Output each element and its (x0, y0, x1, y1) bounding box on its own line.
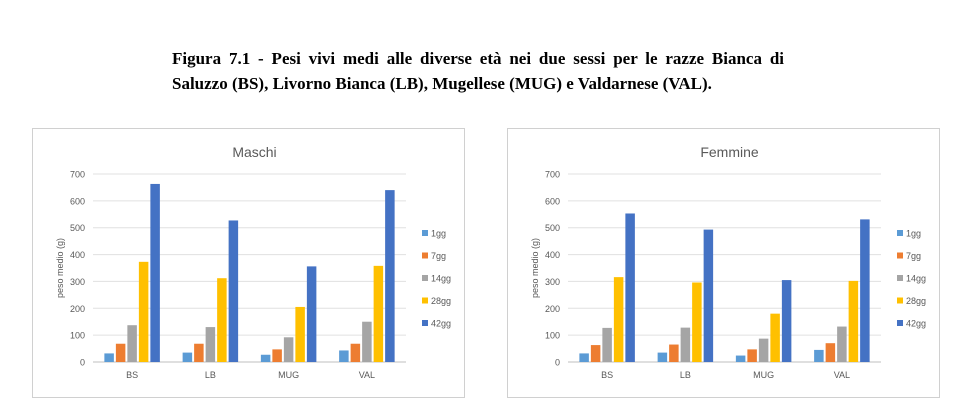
chart-femmine-bar-42gg-mug (781, 280, 792, 362)
chart-femmine-x-tick-label: LB (680, 370, 691, 380)
chart-maschi-y-tick-label: 200 (70, 304, 85, 314)
chart-femmine-bar-7gg-mug (747, 349, 757, 362)
chart-maschi-y-tick-label: 400 (70, 250, 85, 260)
chart-maschi-legend-label: 42gg (431, 319, 451, 329)
chart-femmine-legend-swatch (897, 275, 903, 281)
chart-femmine-legend-label: 28gg (906, 296, 926, 306)
chart-femmine-y-tick-label: 200 (545, 304, 560, 314)
chart-femmine-bar-1gg-bs (579, 353, 589, 362)
chart-maschi-bar-42gg-val (385, 190, 395, 362)
chart-femmine: Femmine 0 100 200 300 400 500 600 700 peso medio … (507, 128, 940, 398)
chart-maschi-bar-1gg-bs (104, 353, 114, 362)
chart-maschi-bar-14gg-val (362, 321, 372, 362)
chart-maschi-bar-42gg-bs (150, 183, 160, 362)
chart-maschi-bar-14gg-mug (283, 337, 294, 362)
chart-maschi-y-axis-label: peso medio (g) (55, 238, 65, 298)
chart-maschi-bar-1gg-val (339, 350, 349, 362)
chart-maschi-legend-swatch (422, 230, 428, 236)
chart-femmine-legend-label: 1gg (906, 229, 921, 239)
chart-maschi-bar-14gg-lb (205, 327, 216, 362)
chart-femmine-bar-14gg-mug (758, 338, 769, 362)
chart-femmine-y-tick-label: 0 (555, 358, 560, 368)
chart-femmine-bar-7gg-lb (669, 344, 679, 362)
chart-femmine-bar-14gg-bs (602, 327, 612, 362)
chart-maschi-legend-swatch (422, 320, 428, 326)
chart-maschi-bar-14gg-bs (127, 325, 137, 362)
chart-femmine-y-tick-label: 500 (545, 223, 560, 233)
chart-maschi-svg: Maschi 0 100 200 300 400 500 600 700 peso medio (… (55, 144, 451, 380)
chart-maschi-bar-7gg-lb (194, 343, 204, 362)
chart-femmine-legend-label: 7gg (906, 251, 921, 261)
chart-femmine-bar-1gg-mug (735, 355, 746, 362)
chart-maschi-y-tick-label: 300 (70, 277, 85, 287)
chart-femmine-legend-swatch (897, 297, 903, 304)
chart-femmine-x-tick-label: BS (601, 370, 613, 380)
chart-femmine-y-tick-label: 100 (545, 331, 560, 341)
chart-femmine-bar-28gg-bs (613, 277, 624, 362)
chart-femmine-bar-28gg-mug (770, 313, 780, 362)
chart-maschi-x-tick-label: VAL (359, 370, 375, 380)
chart-femmine-bar-7gg-val (825, 343, 836, 362)
chart-femmine-legend-swatch (897, 230, 903, 236)
chart-maschi-title: Maschi (232, 144, 276, 160)
chart-femmine-bar-28gg-val (848, 280, 859, 362)
chart-maschi-y-tick-label: 0 (80, 358, 85, 368)
chart-femmine-y-tick-label: 300 (545, 277, 560, 287)
chart-femmine-legend-swatch (897, 252, 903, 259)
chart-femmine-bar-42gg-bs (625, 213, 635, 362)
chart-maschi-bar-28gg-bs (138, 261, 149, 362)
chart-maschi: Maschi 0 100 200 300 400 500 600 700 peso medio (… (32, 128, 465, 398)
chart-femmine-svg: Femmine 0 100 200 300 400 500 600 700 peso medio … (530, 144, 926, 380)
chart-maschi-legend-label: 7gg (431, 251, 446, 261)
chart-femmine-x-tick-label: VAL (834, 370, 850, 380)
chart-maschi-y-tick-label: 100 (70, 331, 85, 341)
chart-femmine-bar-42gg-lb (703, 229, 714, 362)
chart-femmine-legend-label: 42gg (906, 319, 926, 329)
chart-maschi-bar-42gg-lb (228, 220, 239, 362)
chart-maschi-bar-28gg-lb (217, 278, 227, 362)
chart-maschi-legend-swatch (422, 275, 428, 281)
chart-femmine-y-tick-label: 400 (545, 250, 560, 260)
chart-femmine-x-tick-label: MUG (753, 370, 774, 380)
chart-femmine-bar-42gg-val (860, 219, 870, 362)
chart-femmine-y-tick-label: 600 (545, 196, 560, 206)
chart-maschi-legend-label: 14gg (431, 274, 451, 284)
chart-maschi-legend-swatch (422, 297, 428, 304)
chart-femmine-bar-1gg-val (814, 349, 824, 362)
chart-maschi-bar-28gg-mug (295, 306, 305, 362)
chart-maschi-bar-7gg-val (350, 343, 361, 362)
chart-maschi-x-tick-label: MUG (278, 370, 299, 380)
chart-femmine-legend-swatch (897, 320, 903, 326)
chart-maschi-legend-swatch (422, 252, 428, 259)
chart-femmine-y-tick-label: 700 (545, 170, 560, 180)
chart-maschi-bar-1gg-mug (260, 354, 271, 362)
chart-maschi-bar-42gg-mug (306, 266, 317, 362)
chart-maschi-x-tick-label: BS (126, 370, 138, 380)
chart-maschi-bar-1gg-lb (182, 352, 193, 362)
figure-caption: Figura 7.1 - Pesi vivi medi alle diverse… (172, 49, 784, 93)
chart-femmine-title: Femmine (700, 144, 759, 160)
chart-femmine-bar-14gg-val (837, 326, 847, 362)
chart-femmine-bar-14gg-lb (680, 327, 691, 362)
chart-femmine-bar-7gg-bs (590, 345, 601, 362)
chart-maschi-x-tick-label: LB (205, 370, 216, 380)
chart-maschi-bar-7gg-bs (115, 343, 126, 362)
chart-femmine-legend-label: 14gg (906, 274, 926, 284)
chart-maschi-y-tick-label: 600 (70, 196, 85, 206)
chart-maschi-bar-7gg-mug (272, 349, 282, 362)
chart-maschi-legend-label: 1gg (431, 229, 446, 239)
chart-maschi-y-tick-label: 500 (70, 223, 85, 233)
chart-maschi-legend-label: 28gg (431, 296, 451, 306)
chart-femmine-y-axis-label: peso medio (g) (530, 238, 540, 298)
chart-femmine-bar-28gg-lb (692, 282, 702, 362)
chart-maschi-y-tick-label: 700 (70, 170, 85, 180)
chart-femmine-bar-1gg-lb (657, 352, 668, 362)
chart-maschi-bar-28gg-val (373, 265, 384, 362)
